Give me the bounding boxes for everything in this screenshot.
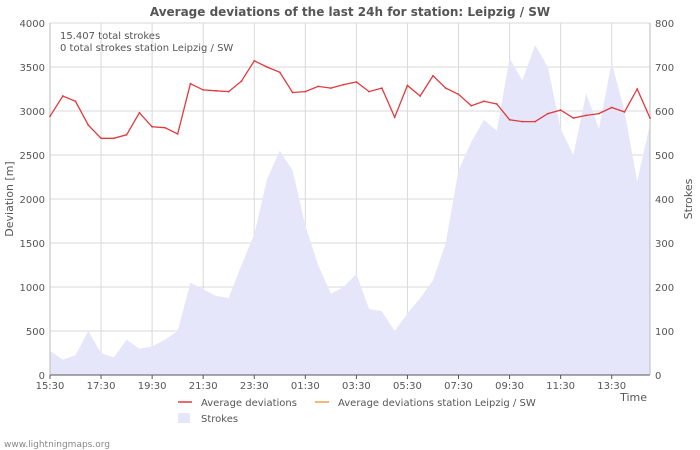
y-tick-left-label: 2000	[20, 195, 45, 206]
y-tick-right-label: 800	[655, 19, 674, 30]
x-tick-label: 17:30	[87, 381, 116, 392]
station-strokes-annotation: 0 total strokes station Leipzig / SW	[60, 43, 233, 54]
y-axis-right-label: Strokes	[682, 178, 695, 219]
deviation-point	[393, 116, 396, 119]
deviation-point	[240, 80, 243, 82]
y-tick-right-label: 600	[655, 107, 674, 118]
deviation-point	[636, 88, 639, 90]
deviation-point	[112, 137, 115, 140]
y-tick-left-label: 3500	[20, 63, 45, 74]
deviation-point	[74, 100, 77, 103]
x-tick-label: 09:30	[495, 381, 524, 392]
y-tick-left-label: 1500	[20, 239, 45, 250]
deviation-point	[432, 74, 434, 77]
deviation-point	[125, 133, 128, 136]
y-tick-left-label: 0	[39, 371, 45, 382]
y-tick-right-label: 0	[655, 371, 661, 382]
deviation-point	[419, 95, 422, 97]
strokes-area	[50, 45, 650, 375]
deviation-point	[610, 106, 613, 109]
deviation-point	[457, 93, 460, 96]
legend-label-average-deviations: Average deviations	[201, 398, 297, 409]
axes: 0 500 1000 1500 2000 2500 3000 3500 4000 0 100 200 3…	[20, 19, 675, 392]
data-points	[49, 59, 651, 140]
y-tick-right-label: 300	[655, 239, 674, 250]
deviation-point	[330, 87, 332, 89]
y-tick-left-label: 2500	[20, 151, 45, 162]
deviation-point	[508, 118, 511, 121]
chart-title: Average deviations of the last 24h for s…	[150, 5, 550, 19]
y-tick-left-label: 3000	[20, 107, 45, 118]
legend-label-station-deviations: Average deviations station Leipzig / SW	[338, 398, 536, 409]
deviation-point	[381, 87, 383, 89]
y-tick-right-label: 700	[655, 63, 674, 74]
deviation-point	[444, 87, 447, 89]
deviation-point	[100, 137, 102, 140]
deviation-point	[521, 120, 524, 123]
x-tick-label: 07:30	[444, 381, 473, 392]
deviation-point	[355, 81, 358, 83]
x-axis-label: Time	[619, 391, 647, 404]
deviation-point	[368, 90, 370, 93]
footer-credit: www.lightningmaps.org	[4, 440, 110, 450]
deviation-point	[572, 117, 575, 119]
deviation-point	[623, 111, 626, 113]
deviation-point	[215, 89, 217, 92]
deviation-point	[253, 59, 256, 62]
deviation-point	[164, 126, 166, 129]
average-deviations-line	[49, 59, 651, 139]
x-tick-label: 05:30	[393, 381, 422, 392]
deviation-point	[138, 111, 141, 114]
deviation-point	[87, 124, 90, 126]
deviation-point	[495, 103, 498, 105]
x-tick-label: 11:30	[546, 381, 575, 392]
deviation-point	[649, 117, 651, 119]
y-tick-right-label: 100	[655, 327, 674, 338]
x-tick-label: 21:30	[189, 381, 218, 392]
deviation-point	[547, 112, 549, 115]
x-tick-label: 03:30	[342, 381, 371, 392]
legend-swatch-strokes	[178, 413, 190, 423]
deviation-point	[151, 125, 154, 128]
deviation-point	[483, 100, 485, 103]
y-tick-right-label: 400	[655, 195, 674, 206]
y-tick-right-label: 200	[655, 283, 674, 294]
deviation-point	[470, 104, 473, 107]
x-tick-label: 19:30	[138, 381, 167, 392]
deviation-point	[304, 90, 307, 93]
deviation-point	[317, 85, 319, 88]
y-tick-right-label: 500	[655, 151, 674, 162]
deviation-point	[49, 115, 51, 118]
deviation-point	[534, 120, 536, 123]
total-strokes-annotation: 15.407 total strokes	[60, 31, 160, 42]
deviation-point	[189, 82, 192, 85]
deviation-point	[61, 95, 64, 97]
deviation-point	[176, 133, 179, 135]
x-tick-label: 15:30	[36, 381, 65, 392]
y-tick-left-label: 500	[26, 327, 45, 338]
deviation-point	[266, 66, 268, 68]
x-tick-label: 23:30	[240, 381, 269, 392]
deviation-point	[585, 114, 588, 117]
deviation-point	[598, 112, 600, 115]
x-tick-label: 01:30	[291, 381, 320, 392]
deviation-point	[202, 89, 205, 91]
legend: Average deviations Average deviations st…	[178, 398, 536, 425]
deviation-point	[406, 84, 409, 87]
deviation-point	[559, 109, 562, 111]
y-tick-left-label: 1000	[20, 283, 45, 294]
legend-label-strokes: Strokes	[201, 414, 238, 425]
x-tick-label: 13:30	[597, 381, 626, 392]
y-axis-left-label: Deviation [m]	[3, 161, 16, 236]
deviation-point	[291, 91, 294, 94]
y-tick-left-label: 4000	[20, 19, 45, 30]
deviation-point	[227, 90, 230, 93]
deviation-point	[278, 71, 281, 74]
deviation-point	[342, 83, 345, 86]
